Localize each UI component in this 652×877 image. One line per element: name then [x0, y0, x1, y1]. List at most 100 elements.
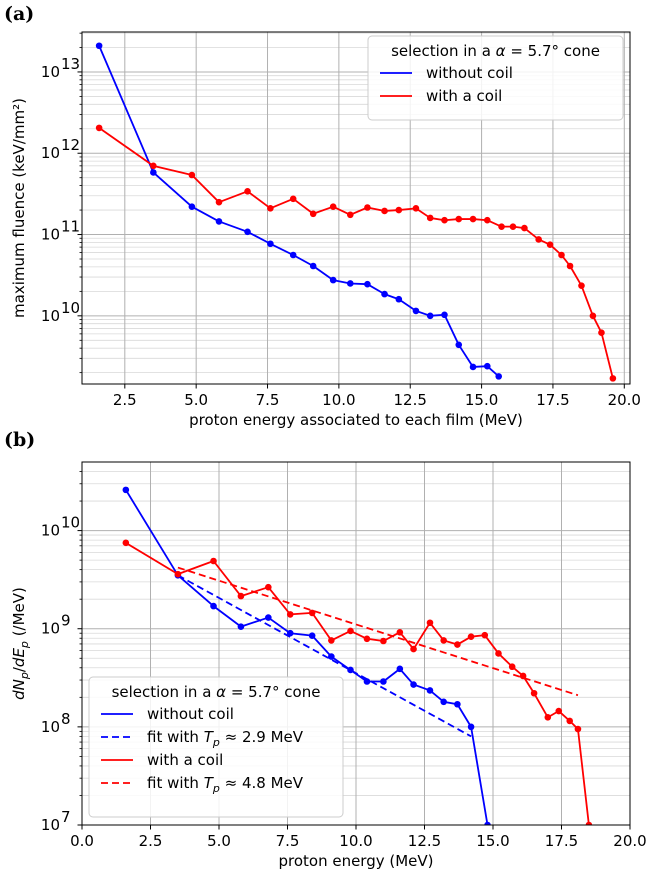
legend-box: [367, 35, 624, 121]
data-point: [566, 717, 574, 725]
data-point: [426, 214, 434, 222]
x-tick-label: 7.5: [276, 832, 300, 850]
panel-a-series: [95, 42, 617, 382]
x-tick-label: 5.0: [184, 391, 208, 409]
legend-box: [88, 676, 344, 818]
data-point: [364, 204, 371, 211]
data-point: [363, 678, 371, 685]
series-line-0: [98, 45, 500, 378]
data-point: [174, 570, 182, 578]
data-point: [509, 223, 517, 230]
x-tick-label: 7.5: [256, 391, 280, 409]
y-tick-exponent: 10: [61, 514, 80, 532]
x-tick-label: 10.0: [322, 391, 355, 409]
panel-a-frame: [81, 31, 631, 385]
y-tick-label: 10: [41, 816, 60, 834]
data-point: [467, 723, 475, 731]
data-point: [150, 162, 157, 170]
data-point: [289, 251, 297, 259]
data-point: [574, 725, 582, 733]
x-tick-label: 0.0: [70, 832, 94, 850]
data-point: [483, 362, 491, 370]
data-point: [346, 211, 354, 219]
data-point: [329, 203, 337, 210]
data-point: [328, 637, 335, 644]
y-tick-exponent: 11: [61, 218, 80, 236]
x-tick-label: 17.5: [545, 832, 578, 850]
data-point: [609, 375, 617, 382]
x-tick-label: 2.5: [113, 391, 137, 409]
panel-b-tag: (b): [4, 429, 35, 451]
data-point: [380, 678, 387, 685]
x-tick-label: 15.0: [476, 832, 509, 850]
data-point: [237, 623, 245, 630]
data-point: [521, 224, 528, 232]
data-point: [309, 210, 317, 218]
panel-a-legend: selection in a α = 5.7° cone without coil…: [367, 35, 624, 121]
y-tick-label: 10: [41, 63, 60, 81]
data-point: [215, 218, 223, 225]
data-point: [546, 241, 554, 248]
x-tick-label: 20.0: [613, 832, 646, 850]
data-point: [535, 236, 542, 243]
legend-title: selection in a α = 5.7° cone: [112, 683, 321, 701]
panel-a-y-axis-label: maximum fluence (keV/mm²): [10, 98, 28, 318]
data-point: [244, 228, 251, 236]
data-point: [598, 329, 605, 337]
data-point: [237, 592, 245, 600]
legend-entry: fit with Tp ≈ 2.9 MeV: [147, 728, 304, 749]
data-point: [210, 557, 217, 565]
data-point: [412, 205, 420, 212]
legend-entry: without coil: [147, 705, 234, 723]
data-point: [286, 611, 294, 618]
data-point: [566, 262, 574, 270]
data-point: [440, 698, 447, 706]
y-tick-exponent: 8: [61, 710, 71, 728]
legend-entry: with a coil: [426, 87, 502, 105]
data-point: [122, 486, 130, 494]
data-point: [395, 295, 403, 303]
panel-a-tag: (a): [4, 3, 34, 25]
data-point: [286, 629, 294, 637]
data-point: [495, 650, 502, 657]
y-tick-exponent: 7: [61, 808, 71, 826]
data-point: [396, 628, 404, 636]
series-line-3: [177, 566, 579, 697]
data-point: [495, 373, 503, 380]
y-tick-label: 10: [41, 718, 60, 736]
data-point: [410, 681, 417, 688]
data-point: [267, 240, 274, 248]
data-point: [498, 223, 505, 230]
data-point: [440, 637, 447, 644]
data-point: [441, 311, 448, 319]
legend-entry: fit with Tp ≈ 4.8 MeV: [147, 774, 304, 795]
data-point: [469, 363, 477, 371]
y-tick-exponent: 10: [61, 299, 80, 317]
data-point: [589, 312, 597, 320]
data-point: [150, 169, 157, 176]
data-point: [188, 203, 196, 210]
data-point: [210, 602, 217, 610]
x-tick-label: 15.0: [465, 391, 498, 409]
x-tick-label: 12.5: [394, 391, 427, 409]
data-point: [289, 195, 297, 203]
data-point: [455, 215, 463, 223]
data-point: [426, 687, 434, 694]
panel-b-y-axis-label: dNp/dEp (/MeV): [10, 587, 31, 700]
x-tick-label: 2.5: [139, 832, 163, 850]
data-point: [329, 276, 337, 284]
panel-a-x-axis-label: proton energy associated to each film (M…: [189, 411, 523, 429]
x-tick-label: 10.0: [339, 832, 372, 850]
data-point: [308, 609, 316, 617]
data-point: [95, 42, 103, 50]
data-point: [441, 216, 448, 224]
data-point: [426, 619, 434, 627]
y-tick-label: 10: [41, 307, 60, 325]
data-point: [555, 707, 563, 715]
y-tick-exponent: 12: [61, 136, 80, 154]
data-point: [381, 290, 388, 298]
data-point: [454, 700, 461, 708]
